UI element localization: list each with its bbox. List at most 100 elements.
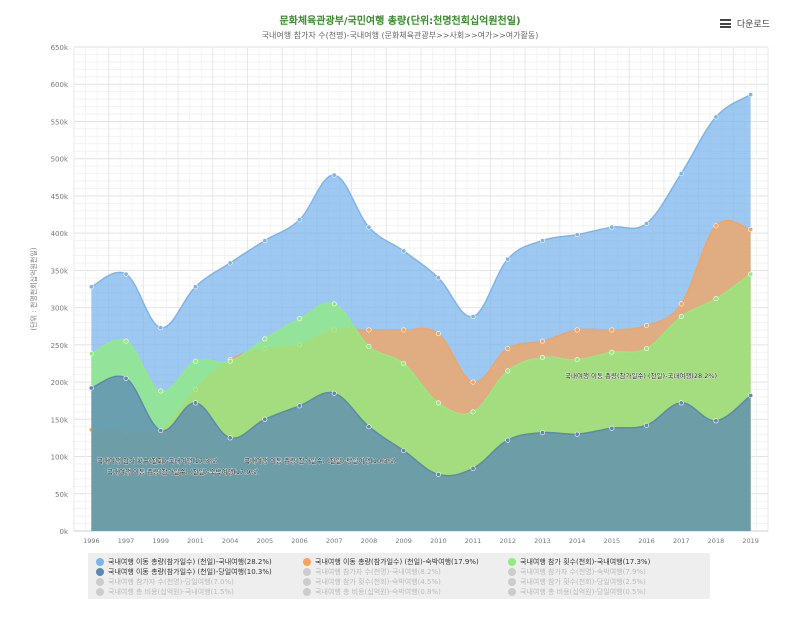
legend-item[interactable]: 국내여행 참가자 수(천명)-국내여행(8.2%) [303,567,441,577]
legend-item[interactable]: 국내여행 총 비용(십억원)-국내여행(1.5%) [96,587,234,597]
data-point[interactable] [644,346,650,352]
download-button[interactable]: 다운로드 [719,17,770,30]
data-point[interactable] [158,427,164,433]
data-point[interactable] [505,437,511,443]
data-point[interactable] [435,471,441,477]
legend-item[interactable]: 국내여행 참가자 수(천명)-당일여행(7.0%) [96,577,234,587]
data-point[interactable] [713,296,719,302]
data-point[interactable] [262,238,268,244]
data-point[interactable] [123,338,129,344]
data-point[interactable] [505,346,511,352]
data-point[interactable] [713,223,719,229]
data-point[interactable] [748,92,754,98]
legend-item[interactable]: 국내여행 참가 횟수(천회)-국내여행(17.3%) [508,557,650,567]
legend-item[interactable]: 국내여행 총 비용(십억원)-숙박여행(0.8%) [303,587,441,597]
data-point[interactable] [192,400,198,406]
data-point[interactable] [539,238,545,244]
data-point[interactable] [123,375,129,381]
data-point[interactable] [609,224,615,230]
data-point[interactable] [470,465,476,471]
legend-marker-icon [303,558,311,566]
legend-item[interactable]: 국내여행 참가 횟수(천회)-당일여행(2.5%) [508,577,646,587]
data-point[interactable] [435,400,441,406]
data-point[interactable] [678,400,684,406]
data-point[interactable] [297,217,303,223]
data-point[interactable] [748,392,754,398]
data-point[interactable] [748,271,754,277]
data-point[interactable] [88,385,94,391]
legend-item[interactable]: 국내여행 이동 총량(참가일수) (천일)-숙박여행(17.9%) [303,557,479,567]
data-point[interactable] [644,422,650,428]
data-point[interactable] [366,327,372,333]
data-point[interactable] [574,357,580,363]
data-point[interactable] [609,349,615,355]
data-point[interactable] [748,226,754,232]
data-point[interactable] [401,448,407,454]
data-point[interactable] [331,390,337,396]
data-point[interactable] [539,355,545,361]
data-point[interactable] [644,220,650,226]
data-point[interactable] [297,316,303,322]
data-point[interactable] [158,388,164,394]
data-point[interactable] [227,435,233,441]
data-point[interactable] [435,275,441,281]
data-point[interactable] [262,336,268,342]
data-point[interactable] [401,327,407,333]
data-point[interactable] [713,114,719,120]
data-point[interactable] [609,425,615,431]
data-point[interactable] [539,430,545,436]
legend-item[interactable]: 국내여행 참가 횟수(천회)-숙박여행(4.5%) [303,577,441,587]
data-point[interactable] [297,403,303,409]
data-point[interactable] [192,358,198,364]
data-point[interactable] [366,343,372,349]
data-point[interactable] [123,271,129,277]
data-point[interactable] [574,431,580,437]
y-tick-label: 0k [59,528,68,536]
data-point[interactable] [401,360,407,366]
legend-marker-icon [303,588,311,596]
data-point[interactable] [713,418,719,424]
data-point[interactable] [470,314,476,320]
legend-marker-icon [508,568,516,576]
data-point[interactable] [366,424,372,430]
data-point[interactable] [574,327,580,333]
data-point[interactable] [574,232,580,238]
x-tick-label: 1999 [152,537,169,545]
data-point[interactable] [435,331,441,337]
data-point[interactable] [678,314,684,320]
data-point[interactable] [470,409,476,415]
x-tick-label: 2007 [326,537,343,545]
legend-marker-icon [303,578,311,586]
data-point[interactable] [678,171,684,177]
data-point[interactable] [644,322,650,328]
data-point[interactable] [331,301,337,307]
data-point[interactable] [401,248,407,254]
legend-item[interactable]: 국내여행 총 비용(십억원)-당일여행(0.5%) [508,587,646,597]
chart-subtitle: 국내여행 참가자 수(천명)-국내여행 (문화체육관광부>>사회>>여가>>여가… [261,31,539,40]
data-point[interactable] [470,379,476,385]
data-point[interactable] [609,327,615,333]
data-point[interactable] [262,416,268,422]
data-point[interactable] [227,358,233,364]
legend-label: 국내여행 이동 총량(참가일수) (천일)-당일여행(10.3%) [108,568,272,576]
data-point[interactable] [227,260,233,266]
legend-item[interactable]: 국내여행 이동 총량(참가일수) (천일)-국내여행(28.2%) [96,557,272,567]
data-point[interactable] [678,301,684,307]
data-point[interactable] [539,338,545,344]
y-axis-label: (단위 : 천명천회십억원천일) [29,247,38,330]
data-point[interactable] [505,256,511,262]
data-point[interactable] [505,368,511,374]
legend-label: 국내여행 참가 횟수(천회)-숙박여행(4.5%) [315,578,441,586]
data-point[interactable] [192,284,198,290]
download-label: 다운로드 [736,20,770,30]
series-area-4[interactable] [91,376,751,531]
data-point[interactable] [331,172,337,178]
data-point[interactable] [366,224,372,230]
legend-item[interactable]: 국내여행 이동 총량(참가일수) (천일)-당일여행(10.3%) [96,567,272,577]
data-point[interactable] [88,284,94,290]
legend-marker-icon [96,578,104,586]
data-point[interactable] [158,325,164,331]
data-point[interactable] [88,351,94,357]
legend-item[interactable]: 국내여행 참가자 수(천명)-숙박여행(7.9%) [508,567,646,577]
